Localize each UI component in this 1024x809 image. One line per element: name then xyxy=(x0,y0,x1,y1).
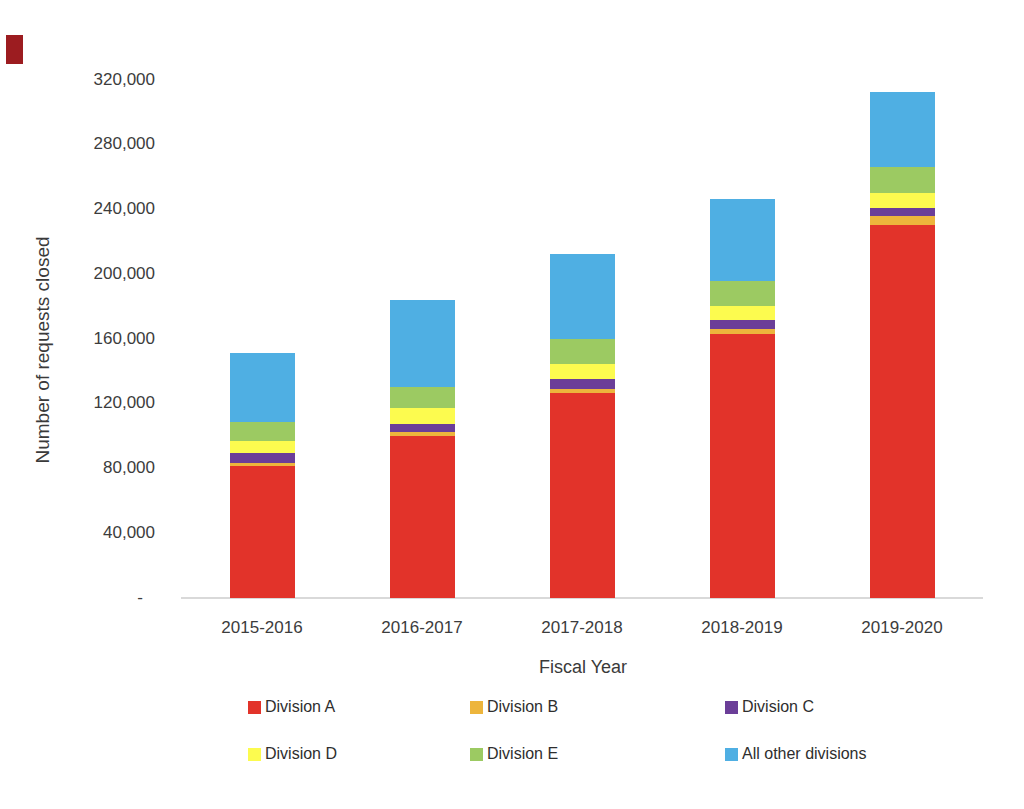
legend-label: Division D xyxy=(265,745,337,763)
x-tick-label: 2019-2020 xyxy=(832,618,972,638)
bar-segment-division-a xyxy=(550,393,615,598)
bar-segment-division-c xyxy=(390,424,455,432)
bar-segment-division-d xyxy=(230,441,295,453)
bar-segment-division-d xyxy=(390,408,455,424)
bar-segment-all-other-divisions xyxy=(230,353,295,422)
bar-segment-all-other-divisions xyxy=(390,300,455,387)
legend-item-division-c: Division C xyxy=(725,698,814,716)
legend-item-division-b: Division B xyxy=(470,698,558,716)
bar-segment-division-c xyxy=(870,208,935,216)
bar-segment-division-e xyxy=(230,422,295,441)
y-tick-label: 80,000 xyxy=(55,458,155,478)
y-tick-label: 200,000 xyxy=(55,264,155,284)
legend-swatch-icon xyxy=(248,748,261,761)
legend-swatch-icon xyxy=(470,748,483,761)
x-axis-title: Fiscal Year xyxy=(483,657,683,678)
y-tick-label: 160,000 xyxy=(55,329,155,349)
bar-segment-division-e xyxy=(870,167,935,193)
bar-segment-division-e xyxy=(390,387,455,408)
bar-segment-division-d xyxy=(710,306,775,320)
stacked-bar-2019-2020 xyxy=(870,92,935,598)
bar-segment-division-e xyxy=(710,281,775,306)
x-tick-label: 2015-2016 xyxy=(192,618,332,638)
x-tick-label: 2018-2019 xyxy=(672,618,812,638)
bar-segment-division-c xyxy=(550,379,615,389)
bar-segment-all-other-divisions xyxy=(710,199,775,282)
stacked-bar-chart: Number of requests closed 320,000280,000… xyxy=(0,0,1024,809)
bar-segment-all-other-divisions xyxy=(550,254,615,339)
legend-label: All other divisions xyxy=(742,745,867,763)
x-tick-label: 2017-2018 xyxy=(512,618,652,638)
y-tick-label: 240,000 xyxy=(55,199,155,219)
stacked-bar-2015-2016 xyxy=(230,353,295,597)
bar-segment-division-d xyxy=(870,193,935,208)
bar-segment-division-a xyxy=(870,225,935,597)
bar-segment-division-a xyxy=(230,466,295,597)
bar-segment-division-e xyxy=(550,339,615,364)
legend-swatch-icon xyxy=(470,701,483,714)
stacked-bar-2018-2019 xyxy=(710,199,775,598)
y-tick-label: 40,000 xyxy=(55,523,155,543)
legend-label: Division B xyxy=(487,698,558,716)
x-tick-label: 2016-2017 xyxy=(352,618,492,638)
legend-swatch-icon xyxy=(248,701,261,714)
bar-segment-division-a xyxy=(390,436,455,597)
y-tick-label: 120,000 xyxy=(55,393,155,413)
bar-segment-division-c xyxy=(230,453,295,463)
bar-segment-division-c xyxy=(710,320,775,329)
legend-label: Division A xyxy=(265,698,335,716)
stacked-bar-2016-2017 xyxy=(390,300,455,597)
y-tick-label: 280,000 xyxy=(55,134,155,154)
y-tick-label: - xyxy=(55,588,155,608)
legend-swatch-icon xyxy=(725,701,738,714)
bar-segment-all-other-divisions xyxy=(870,92,935,167)
y-tick-label: 320,000 xyxy=(55,70,155,90)
legend-item-division-d: Division D xyxy=(248,745,337,763)
legend-label: Division E xyxy=(487,745,558,763)
bar-segment-division-a xyxy=(710,334,775,598)
bar-segment-division-b xyxy=(870,216,935,225)
legend-swatch-icon xyxy=(725,748,738,761)
legend-item-division-e: Division E xyxy=(470,745,558,763)
legend-label: Division C xyxy=(742,698,814,716)
bar-segment-division-d xyxy=(550,364,615,379)
stacked-bar-2017-2018 xyxy=(550,254,615,597)
legend-item-division-a: Division A xyxy=(248,698,335,716)
corner-marker xyxy=(6,35,23,64)
legend-item-all-other-divisions: All other divisions xyxy=(725,745,867,763)
